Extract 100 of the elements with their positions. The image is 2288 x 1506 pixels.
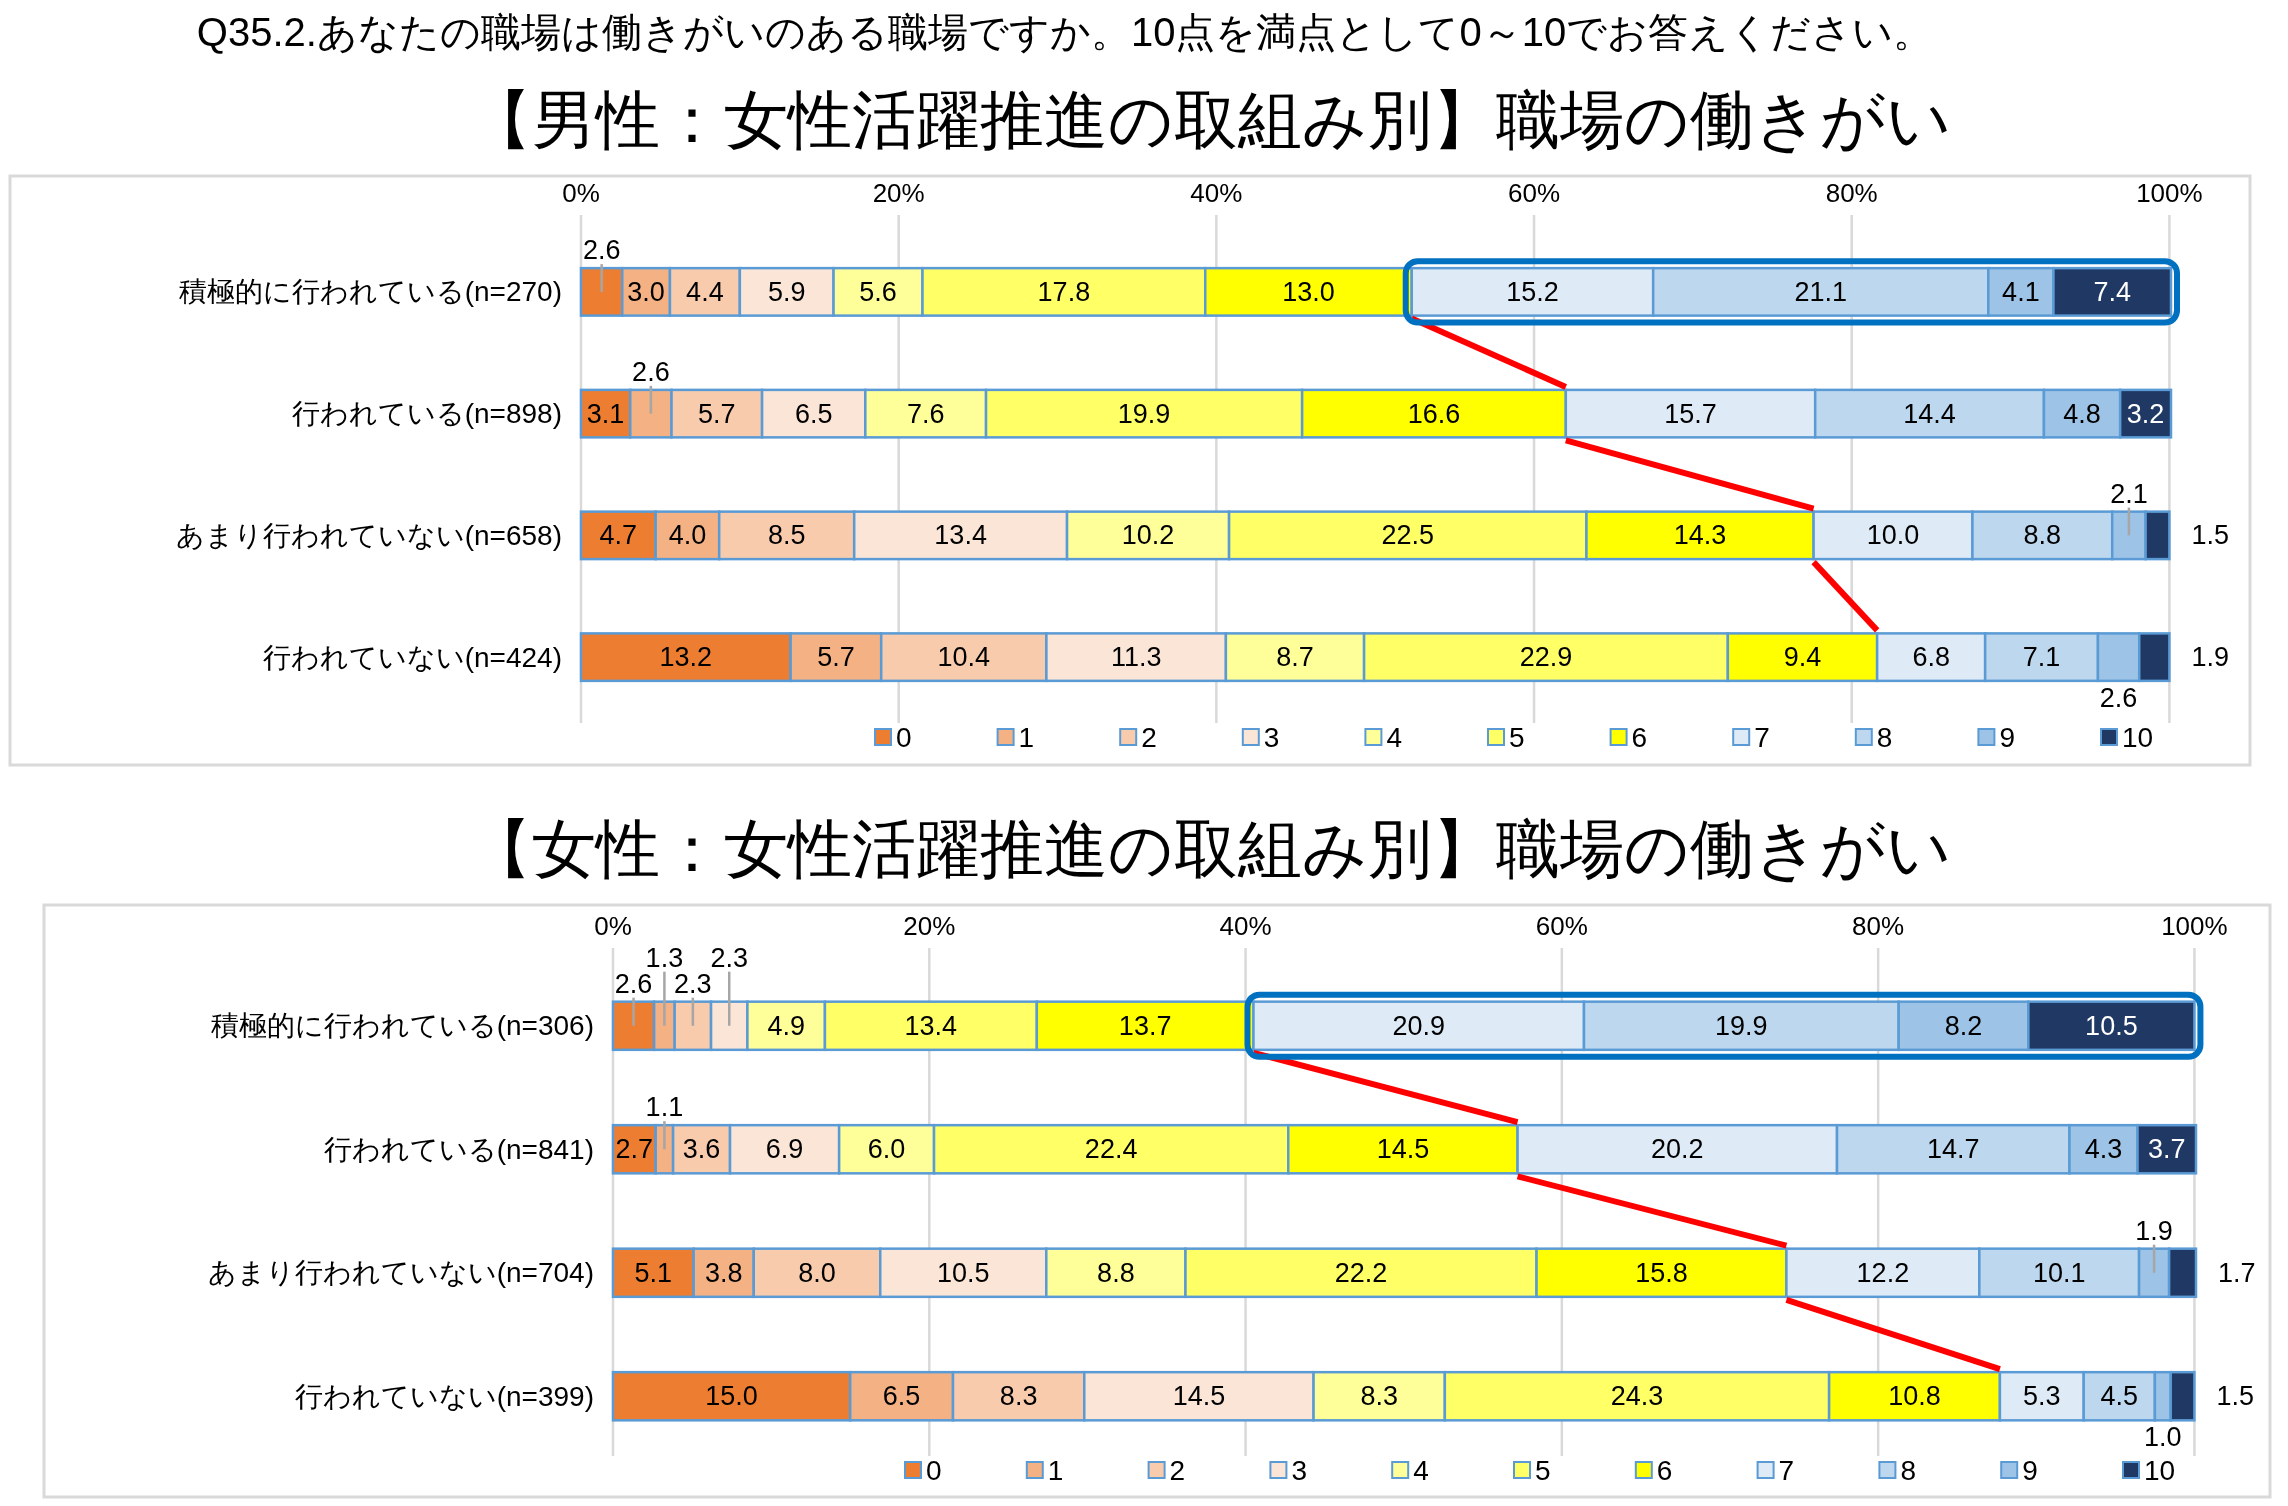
y-tick-label: 積極的に行われている(n=270) [178,276,562,308]
legend-label: 9 [1999,721,2015,753]
x-tick-label: 0% [562,178,600,208]
data-label: 5.1 [634,1257,673,1288]
data-label: 1.0 [2144,1422,2182,1453]
data-label: 1.9 [2191,642,2229,673]
y-tick-label: 行われている(n=841) [323,1133,594,1165]
data-label: 13.2 [659,642,713,673]
legend-label: 10 [2144,1454,2176,1486]
data-label: 3.8 [704,1257,743,1288]
data-label: 4.8 [2063,398,2101,429]
data-label: 1.5 [2216,1381,2254,1412]
data-label: 8.3 [1360,1381,1398,1412]
y-tick-label: 行われている(n=898) [291,398,562,430]
legend-label: 7 [1754,721,1770,753]
data-label: 14.5 [1172,1381,1226,1412]
legend-label: 0 [926,1454,942,1486]
legend-label: 7 [1778,1454,1795,1486]
data-label: 3.7 [2147,1134,2186,1165]
data-label: 22.4 [1084,1134,1138,1165]
data-label: 10.5 [937,1257,990,1288]
data-label: 11.3 [1110,642,1162,673]
data-label: 3.6 [682,1134,721,1165]
legend-label: 8 [1876,721,1893,753]
y-tick-label: あまり行われていない(n=704) [207,1257,594,1289]
data-label: 14.3 [1673,520,1727,551]
y-tick-label: 積極的に行われている(n=306) [210,1010,594,1042]
data-label: 8.8 [2023,520,2062,551]
data-label: 1.9 [2135,1215,2173,1246]
legend-label: 1 [1047,1454,1064,1486]
data-label: 5.7 [817,642,855,673]
data-label: 22.5 [1381,520,1435,551]
data-label: 2.1 [2110,478,2148,509]
data-label: 7.1 [2022,642,2061,673]
data-label: 3.1 [586,398,625,429]
x-tick-label: 40% [1190,178,1243,208]
y-tick-label: あまり行われていない(n=658) [175,519,562,551]
data-label: 15.2 [1506,276,1559,307]
data-label: 4.9 [767,1010,805,1041]
data-label: 14.7 [1926,1134,1980,1165]
y-tick-label: 行われていない(n=424) [262,641,562,673]
data-label: 4.0 [668,520,707,551]
data-label: 13.4 [934,520,987,551]
data-label: 8.3 [999,1381,1038,1412]
data-label: 8.0 [798,1257,836,1288]
data-label: 5.3 [2023,1381,2061,1412]
data-label: 1.5 [2191,520,2229,551]
data-label: 8.5 [767,520,806,551]
data-label: 5.7 [698,398,736,429]
data-label: 1.1 [645,1092,684,1123]
data-label: 6.5 [794,398,833,429]
data-label: 15.7 [1664,398,1717,429]
data-label: 10.8 [1888,1381,1941,1412]
x-tick-label: 0% [594,911,632,941]
legend-label: 9 [2022,1454,2038,1486]
data-label: 6.0 [867,1134,906,1165]
data-label: 2.6 [582,235,621,266]
data-label: 20.2 [1651,1134,1704,1165]
data-label: 3.2 [2126,398,2165,429]
legend-label: 3 [1291,1454,1307,1486]
legend-label: 4 [1386,721,1402,753]
legend-label: 5 [1535,1454,1551,1486]
legend-label: 4 [1413,1454,1429,1486]
data-label: 10.2 [1121,520,1175,551]
data-label: 13.4 [904,1010,958,1041]
data-label: 5.9 [767,276,806,307]
data-label: 16.6 [1407,398,1461,429]
x-tick-label: 80% [1825,178,1878,208]
x-tick-label: 60% [1508,178,1561,208]
data-label: 10.1 [2032,1257,2086,1288]
chart-title: 【男性：女性活躍推進の取組み別】職場の働きがい [468,84,1952,156]
data-label: 4.1 [2002,276,2040,307]
y-tick-label: 行われていない(n=399) [294,1380,594,1412]
data-label: 21.1 [1794,276,1848,307]
data-label: 4.5 [2100,1381,2139,1412]
x-tick-label: 100% [2161,911,2228,941]
data-label: 10.5 [2085,1010,2138,1041]
data-label: 15.0 [705,1381,758,1412]
data-label: 6.9 [765,1134,804,1165]
data-label: 5.6 [859,276,897,307]
data-label: 7.6 [906,398,945,429]
legend-label: 5 [1509,721,1525,753]
legend-label: 8 [1900,1454,1916,1486]
x-tick-label: 40% [1219,911,1272,941]
data-label: 24.3 [1610,1381,1664,1412]
data-label: 4.4 [686,276,724,307]
data-label: 13.7 [1118,1010,1172,1041]
legend-label: 3 [1263,721,1280,753]
data-label: 6.8 [1912,642,1950,673]
text: Q35.2.あなたの職場は働きがいのある職場ですか。10点を満点として0～10でお答えください。 [196,10,1934,54]
data-label: 4.7 [599,520,638,551]
data-label: 8.7 [1276,642,1314,673]
data-label: 7.4 [2093,276,2131,307]
legend-label: 2 [1169,1454,1186,1486]
data-label: 20.9 [1392,1010,1446,1041]
data-label: 22.2 [1334,1257,1388,1288]
x-tick-label: 80% [1852,911,1905,941]
data-label: 8.2 [1944,1010,1983,1041]
legend-label: 6 [1656,1454,1673,1486]
data-label: 9.4 [1783,642,1822,673]
